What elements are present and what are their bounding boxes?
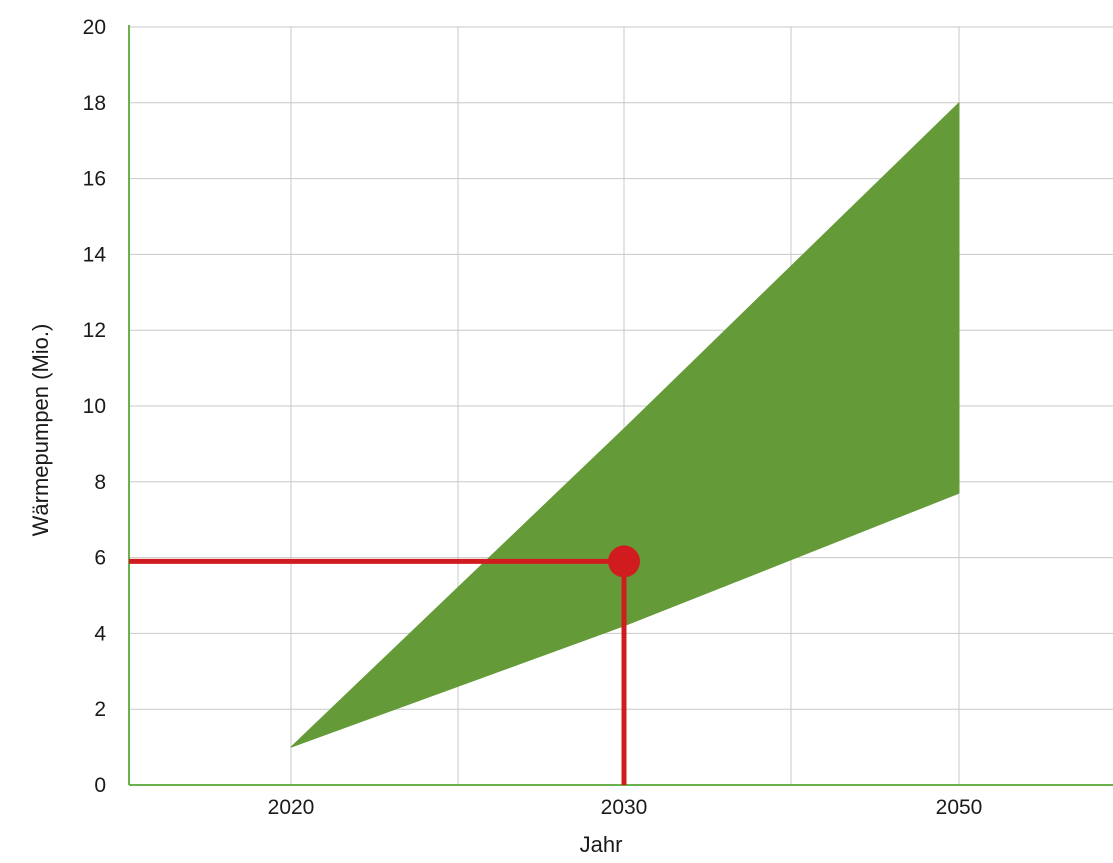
y-tick-label: 4 [94, 622, 106, 645]
grid-lines [129, 26, 1113, 786]
y-tick-label: 2 [94, 698, 106, 721]
axes [128, 25, 1113, 786]
x-axis-title: Jahr [580, 832, 623, 857]
y-tick-label: 18 [83, 92, 106, 115]
x-tick-label: 2050 [936, 796, 983, 819]
y-tick-label: 12 [83, 319, 106, 342]
y-tick-label: 10 [83, 395, 106, 418]
highlight-marker [608, 545, 640, 578]
y-tick-label: 16 [83, 168, 106, 191]
y-tick-label: 20 [83, 16, 106, 39]
y-tick-label: 8 [94, 471, 106, 494]
highlight-layer [129, 545, 640, 785]
y-tick-label: 0 [94, 774, 106, 797]
y-tick-label: 6 [94, 547, 106, 570]
x-tick-label: 2030 [601, 796, 648, 819]
x-tick-label: 2020 [268, 796, 315, 819]
y-axis-title: Wärmepumpen (Mio.) [28, 324, 53, 537]
y-tick-label: 14 [83, 243, 107, 266]
